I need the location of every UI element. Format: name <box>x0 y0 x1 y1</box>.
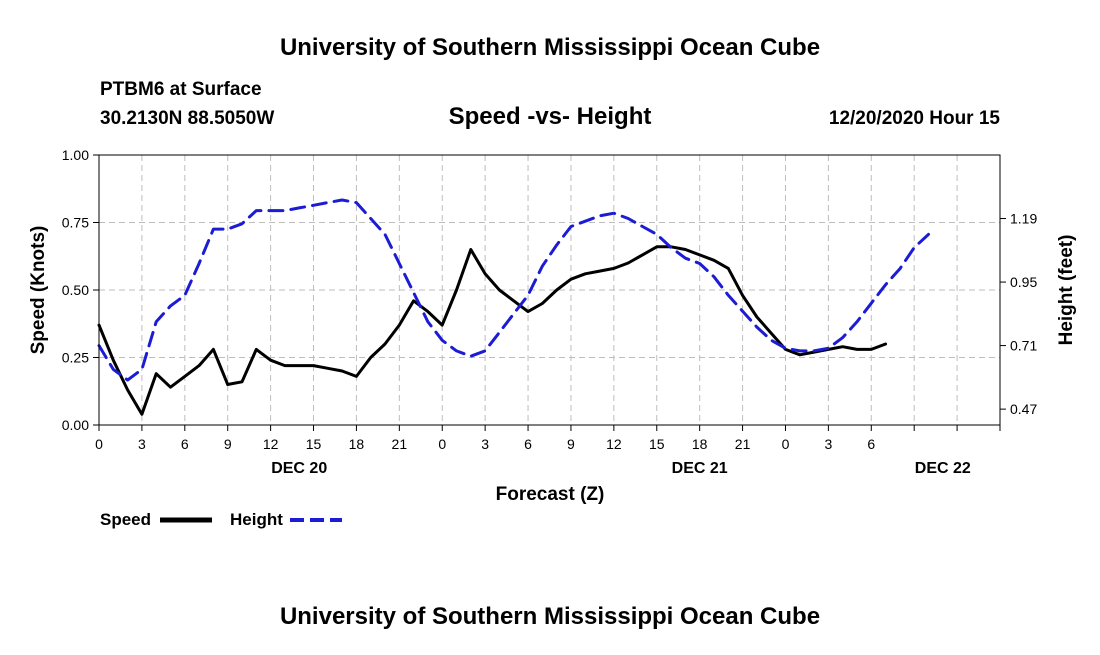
x-tick-label: 9 <box>567 436 575 452</box>
legend: Speed Height <box>100 510 342 529</box>
y-tick-label: 0.25 <box>62 350 89 366</box>
x-axis-label: Forecast (Z) <box>496 484 605 505</box>
x-tick-label: 3 <box>824 436 832 452</box>
y-tick-label: 0.50 <box>62 282 89 298</box>
axis-ticks: 0 3 6 9 12 15 18 21 0 3 6 9 12 15 18 21 0 3 6 0.00 0.25 0.50 0… <box>62 147 1038 477</box>
y-tick-label: 0.75 <box>62 215 89 231</box>
grid-lines <box>99 155 1000 425</box>
y2-axis-label: Height (feet) <box>1056 235 1077 346</box>
height-series-line <box>97 198 930 382</box>
date-label: DEC 20 <box>271 460 327 477</box>
top-title: University of Southern Mississippi Ocean… <box>280 34 820 61</box>
speed-series-line <box>97 245 888 416</box>
x-tick-label: 0 <box>438 436 446 452</box>
x-tick-label: 0 <box>782 436 790 452</box>
station-label: PTBM6 at Surface <box>100 79 262 100</box>
y2-tick-label: 1.19 <box>1010 211 1037 227</box>
x-tick-label: 9 <box>224 436 232 452</box>
series-layer <box>97 198 930 416</box>
y-tick-label: 1.00 <box>62 147 89 163</box>
y2-tick-label: 0.95 <box>1010 274 1037 290</box>
bottom-title: University of Southern Mississippi Ocean… <box>280 603 820 630</box>
x-tick-label: 15 <box>306 436 322 452</box>
x-tick-label: 18 <box>692 436 708 452</box>
y-tick-label: 0.00 <box>62 417 89 433</box>
x-tick-label: 21 <box>392 436 408 452</box>
datetime-label: 12/20/2020 Hour 15 <box>829 108 1001 129</box>
x-tick-label: 6 <box>524 436 532 452</box>
x-tick-label: 18 <box>349 436 365 452</box>
y2-tick-label: 0.47 <box>1010 401 1037 417</box>
legend-height-label: Height <box>230 510 283 529</box>
x-tick-label: 3 <box>481 436 489 452</box>
y2-tick-label: 0.71 <box>1010 338 1037 354</box>
chart-title: Speed -vs- Height <box>449 103 652 130</box>
legend-speed-label: Speed <box>100 510 151 529</box>
date-label: DEC 22 <box>915 460 971 477</box>
y-axis-label: Speed (Knots) <box>28 226 49 355</box>
coordinates-label: 30.2130N 88.5050W <box>100 108 274 129</box>
x-tick-label: 0 <box>95 436 103 452</box>
x-tick-label: 12 <box>263 436 279 452</box>
date-label: DEC 21 <box>672 460 728 477</box>
x-tick-label: 12 <box>606 436 622 452</box>
x-tick-label: 6 <box>867 436 875 452</box>
x-tick-label: 6 <box>181 436 189 452</box>
x-tick-label: 15 <box>649 436 665 452</box>
x-tick-label: 3 <box>138 436 146 452</box>
x-tick-label: 21 <box>735 436 751 452</box>
